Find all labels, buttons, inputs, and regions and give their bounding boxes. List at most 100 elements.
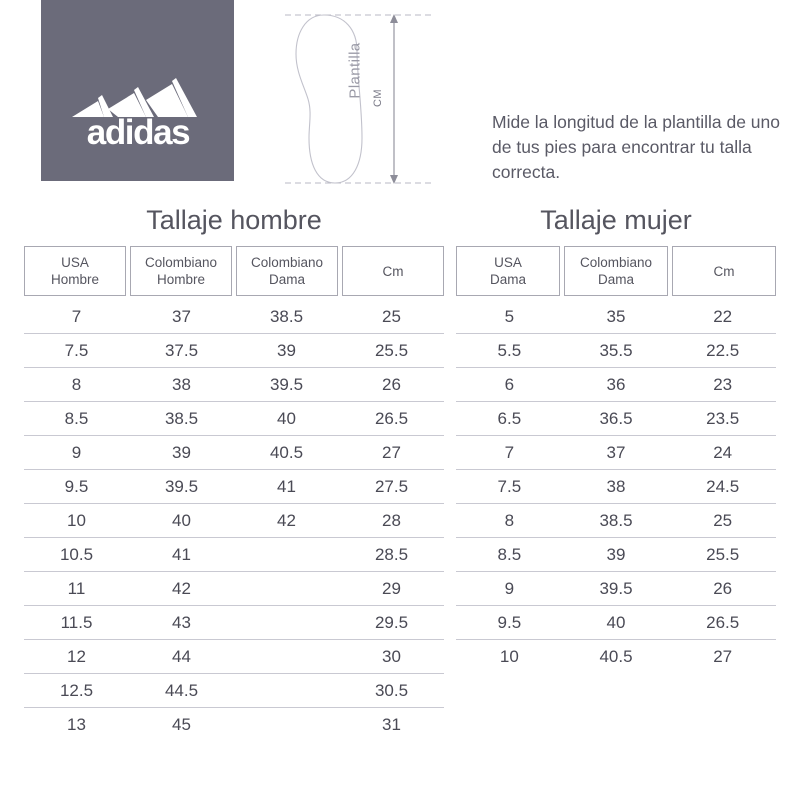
table-cell: 39.5: [164, 476, 199, 496]
women-table-title: Tallaje mujer: [540, 205, 692, 235]
table-cell: 26: [382, 374, 401, 394]
table-cell: 30: [382, 646, 401, 666]
table-cell: 26: [713, 578, 733, 598]
table-cell: 7: [504, 442, 515, 462]
table-row: 6.5 36.5 23.5: [456, 402, 776, 436]
table-cell: 25: [713, 510, 733, 530]
table-cell: 22.5: [706, 340, 740, 360]
measurement-instructions: Mide la longitud de la plantilla de uno …: [492, 112, 780, 182]
table-cell: 26.5: [706, 612, 740, 632]
table-row: 7.5 38 24.5: [456, 470, 776, 504]
table-row: 12.5 44.5 30.5: [24, 674, 444, 708]
table-cell: 36: [606, 374, 626, 394]
table-row: 11 42 29: [24, 572, 444, 606]
table-cell: 9.5: [497, 612, 522, 632]
table-cell: 35.5: [599, 340, 633, 360]
header-line-2: Dama: [489, 272, 526, 287]
table-cell: 7.5: [64, 340, 89, 360]
table-cell: 5.5: [497, 340, 522, 360]
table-cell: 38: [172, 374, 191, 394]
men-column-header-colombiano-dama: Colombiano Dama: [236, 246, 338, 296]
table-cell: 11: [67, 578, 86, 598]
table-row: 13 45 31: [24, 708, 444, 742]
table-cell: 11.5: [60, 612, 93, 632]
table-cell: 10: [499, 647, 519, 666]
table-row: 7 37 24: [456, 436, 776, 470]
table-cell: 12.5: [59, 680, 94, 700]
table-cell: 23.5: [706, 408, 740, 428]
table-cell: 6.5: [497, 408, 522, 428]
table-cell: 44.5: [164, 680, 199, 700]
table-row: 5 35 22: [456, 300, 776, 334]
header-line-1: USA: [61, 255, 89, 270]
table-cell: 29: [382, 578, 401, 598]
table-row: 9 39 40.5 27: [24, 436, 444, 470]
table-cell: 44: [172, 646, 191, 666]
women-table-body: 5 35 22 5.5 35.5 22.5 6 36 23 6.5 36.5 23.5 7 37 24 7.5…: [456, 300, 776, 674]
table-row: 10 40 42 28: [24, 504, 444, 538]
table-cell: 27: [713, 647, 733, 666]
table-cell: 7.5: [497, 476, 522, 496]
table-cell: 25: [382, 306, 401, 326]
table-cell: 9: [504, 578, 515, 598]
table-row: 8 38 39.5 26: [24, 368, 444, 402]
table-cell: 27: [382, 442, 401, 462]
table-cell: 7: [71, 306, 82, 326]
table-row: 10 40.5 27: [456, 640, 776, 674]
table-cell: 38.5: [599, 510, 633, 530]
table-cell: 5: [504, 306, 515, 326]
table-cell: 26.5: [374, 408, 409, 428]
header-line-2: Hombre: [50, 272, 99, 287]
table-cell: 40: [277, 408, 296, 428]
table-cell: 40: [172, 510, 191, 530]
table-cell: 29.5: [374, 612, 409, 632]
table-cell: 39: [606, 544, 626, 564]
header-line-1: Colombiano: [579, 255, 653, 270]
table-cell: 38.5: [269, 306, 304, 326]
table-cell: 23: [713, 374, 733, 394]
table-cell: 40.5: [599, 647, 633, 666]
table-cell: 41: [277, 476, 296, 496]
header-line-1: USA: [494, 255, 522, 270]
table-row: 7 37 38.5 25: [24, 300, 444, 334]
table-cell: 24: [713, 442, 733, 462]
brand-logo-block: adidas: [41, 0, 234, 181]
men-table-body: 7 37 38.5 25 7.5 37.5 39 25.5 8 38 39.5 26 8.5 38.5 40…: [24, 300, 444, 742]
table-cell: 43: [172, 612, 191, 632]
table-cell: 31: [382, 715, 401, 734]
header-line-1: Colombiano: [250, 255, 324, 270]
women-column-header-colombiano-dama: Colombiano Dama: [564, 246, 668, 296]
table-row: 5.5 35.5 22.5: [456, 334, 776, 368]
table-row: 10.5 41 28.5: [24, 538, 444, 572]
table-cell: 35: [606, 306, 626, 326]
insole-label: Plantilla: [346, 42, 364, 99]
table-cell: 6: [504, 374, 515, 394]
table-cell: 36.5: [599, 408, 633, 428]
women-table-header-row: USA Dama Colombiano Dama Cm: [456, 246, 776, 296]
table-cell: 22: [713, 306, 733, 326]
cm-measure-label: CM: [372, 88, 385, 108]
header-line-1: Cm: [713, 263, 735, 279]
table-cell: 8: [504, 510, 515, 530]
table-cell: 12: [67, 646, 86, 666]
insole-diagram: Plantilla CM: [283, 6, 433, 190]
table-cell: 24.5: [706, 476, 740, 496]
table-cell: 40.5: [269, 442, 304, 462]
header-line-2: Dama: [268, 272, 305, 287]
women-column-header-cm: Cm: [672, 246, 776, 296]
table-cell: 25.5: [706, 544, 740, 564]
table-cell: 37: [606, 442, 626, 462]
table-cell: 39.5: [599, 578, 633, 598]
men-size-table-section: Tallaje hombre USA Hombre Colombiano Hom…: [24, 200, 444, 742]
table-row: 11.5 43 29.5: [24, 606, 444, 640]
table-row: 9.5 40 26.5: [456, 606, 776, 640]
table-cell: 38: [606, 476, 626, 496]
table-row: 8 38.5 25: [456, 504, 776, 538]
header-line-1: Cm: [382, 263, 404, 279]
table-row: 7.5 37.5 39 25.5: [24, 334, 444, 368]
table-cell: 13: [67, 715, 86, 734]
insole-outline-icon: [285, 14, 431, 184]
table-cell: 41: [172, 544, 191, 564]
table-cell: 39.5: [269, 374, 304, 394]
